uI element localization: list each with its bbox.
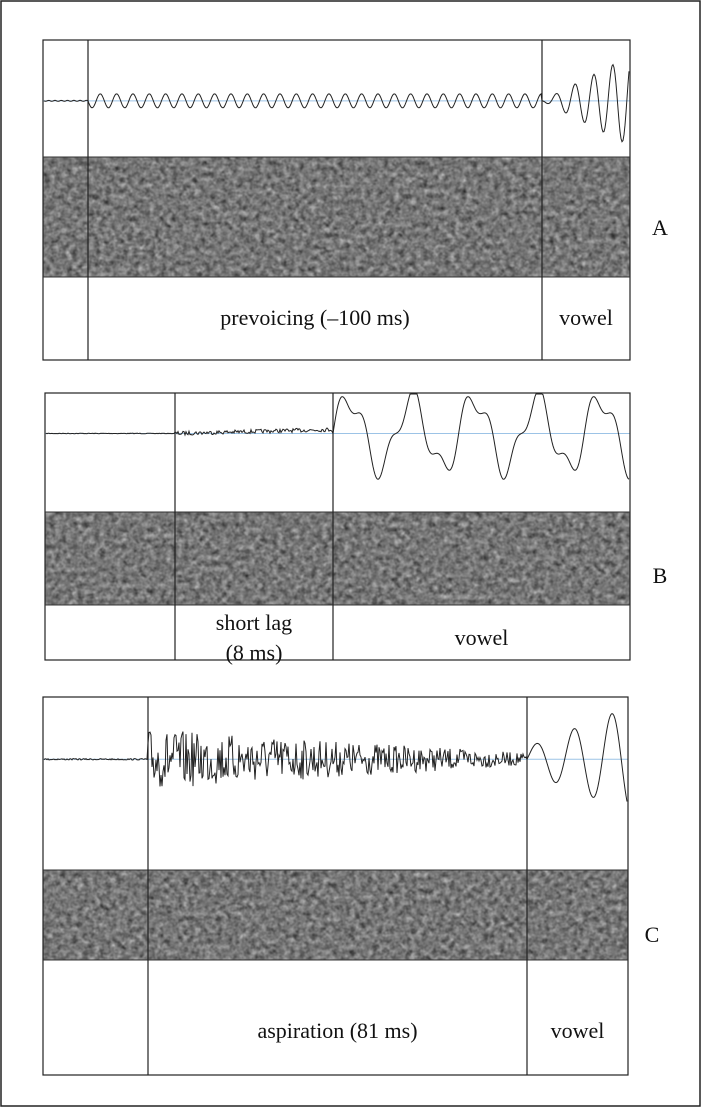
waveform: [43, 713, 628, 802]
panel-frame: [42, 39, 631, 361]
segment-label: aspiration (81 ms): [257, 1018, 417, 1043]
spectrogram-shade: [43, 157, 630, 277]
spectrogram: [45, 512, 630, 605]
panel-letter: C: [645, 922, 660, 947]
panel-frame: [44, 392, 631, 661]
spectrogram-shade: [43, 870, 628, 960]
panel-frame: [42, 696, 629, 1076]
segment-label: prevoicing (–100 ms): [220, 305, 409, 330]
spectrogram: [43, 870, 628, 960]
segment-label: vowel: [551, 1018, 605, 1043]
waveform: [43, 63, 630, 143]
segment-label: (8 ms): [226, 640, 283, 665]
spectrogram-shade: [45, 512, 630, 605]
panel-letter: A: [652, 215, 668, 240]
segment-label: vowel: [455, 625, 509, 650]
spectrogram: [43, 157, 630, 277]
segment-label: vowel: [559, 305, 613, 330]
waveform: [45, 393, 630, 480]
panel-letter: B: [653, 563, 668, 588]
segment-label: short lag: [216, 610, 292, 635]
